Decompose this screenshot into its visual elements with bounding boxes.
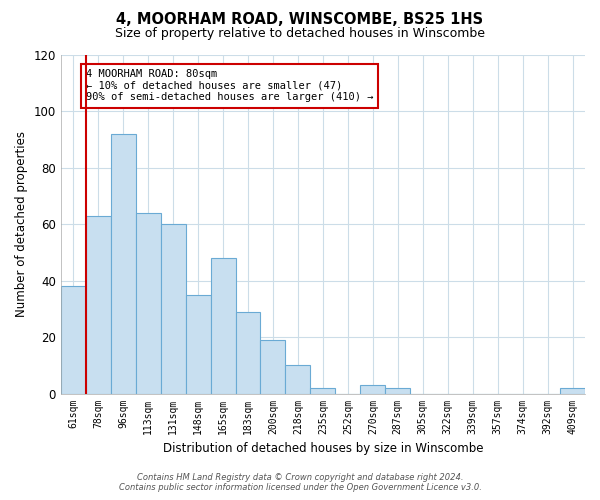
Bar (185, 295, 211, 394)
Bar (385, 388, 410, 394)
Bar (560, 388, 585, 394)
Bar (286, 366, 310, 394)
Bar (310, 388, 335, 394)
Text: Size of property relative to detached houses in Winscombe: Size of property relative to detached ho… (115, 28, 485, 40)
Bar (211, 258, 236, 394)
Bar (236, 312, 260, 394)
Bar (161, 224, 185, 394)
Bar (260, 340, 286, 394)
Text: 4, MOORHAM ROAD, WINSCOMBE, BS25 1HS: 4, MOORHAM ROAD, WINSCOMBE, BS25 1HS (116, 12, 484, 28)
Bar (136, 213, 161, 394)
Text: 4 MOORHAM ROAD: 80sqm
← 10% of detached houses are smaller (47)
90% of semi-deta: 4 MOORHAM ROAD: 80sqm ← 10% of detached … (86, 69, 373, 102)
Bar (111, 134, 136, 394)
Bar (61, 286, 86, 394)
Y-axis label: Number of detached properties: Number of detached properties (15, 132, 28, 318)
Text: Contains HM Land Registry data © Crown copyright and database right 2024.
Contai: Contains HM Land Registry data © Crown c… (119, 473, 481, 492)
Bar (86, 216, 111, 394)
X-axis label: Distribution of detached houses by size in Winscombe: Distribution of detached houses by size … (163, 442, 483, 455)
Bar (361, 385, 385, 394)
